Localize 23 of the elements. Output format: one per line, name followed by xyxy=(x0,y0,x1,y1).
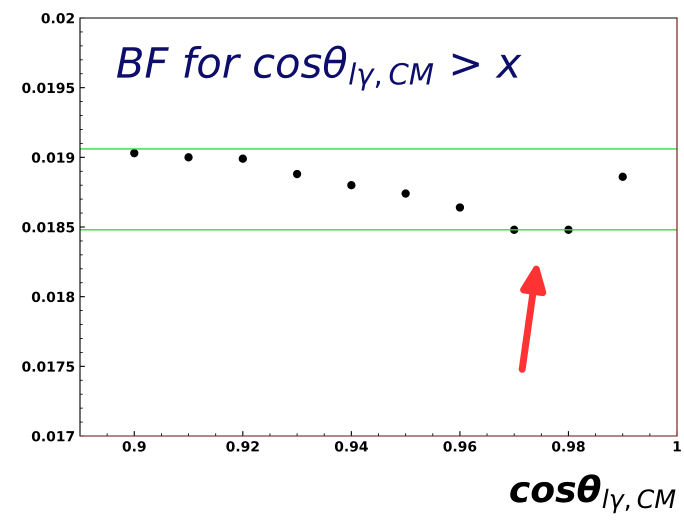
y-tick-label: 0.02 xyxy=(42,12,74,24)
point xyxy=(130,148,138,158)
x-tick-label: 0.98 xyxy=(552,441,585,452)
y-tick-label: 0.0175 xyxy=(22,361,74,372)
x-tick-label: 1 xyxy=(674,441,681,452)
y-tick-label: 0.018 xyxy=(32,292,74,302)
y-tick-label: 0.0195 xyxy=(22,82,74,94)
point xyxy=(238,154,247,163)
point xyxy=(618,172,627,182)
point xyxy=(401,189,410,198)
x-axis-title: cosθ$_{lγ,CM}$ xyxy=(510,474,676,514)
x-tick-label: 0.96 xyxy=(443,441,476,452)
x-tick-label: 0.9 xyxy=(122,441,146,452)
x-tick-label: 0.92 xyxy=(226,441,259,452)
point xyxy=(184,153,193,162)
y-tick-label: 0.017 xyxy=(32,430,74,442)
y-tick-label: 0.0185 xyxy=(22,222,74,232)
point xyxy=(347,181,356,190)
x-tick-label: 0.94 xyxy=(334,441,368,452)
point xyxy=(456,203,464,212)
y-tick-label: 0.019 xyxy=(32,152,74,163)
point xyxy=(292,170,302,178)
text: BF for cosθ$_{lγ,CM}$ > x xyxy=(116,46,522,91)
